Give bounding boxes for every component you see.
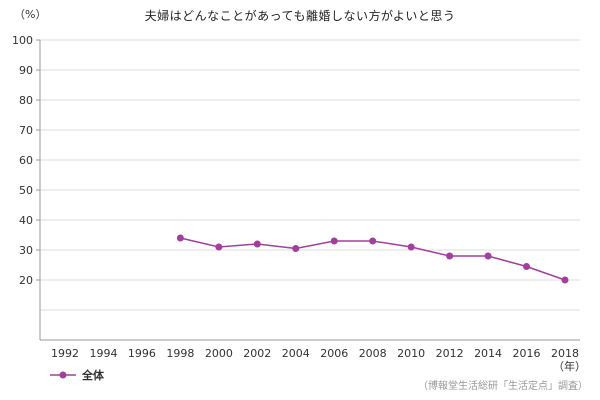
y-tick-label: 30 <box>19 244 33 257</box>
x-tick-label: 2012 <box>436 347 464 360</box>
source-caption: （博報堂生活総研「生活定点」調査） <box>418 381 588 392</box>
legend-series-marker <box>50 371 76 379</box>
x-tick-label: 1998 <box>166 347 194 360</box>
data-point <box>215 243 223 251</box>
x-tick-label: 2008 <box>359 347 387 360</box>
data-point <box>292 245 300 252</box>
data-point <box>369 237 377 245</box>
data-point <box>253 240 261 248</box>
line-chart: 100 90 80 70 60 50 40 30 20 1992 1994 1996 1998 2000 2… <box>12 34 580 360</box>
y-tick-label: 80 <box>19 94 33 107</box>
data-point <box>176 234 184 242</box>
y-tick-label: 50 <box>19 184 33 197</box>
x-tick-label: 2002 <box>243 347 271 360</box>
x-tick-label: 2016 <box>513 347 541 360</box>
data-point <box>407 243 415 251</box>
x-tick-label: 2004 <box>282 347 310 360</box>
y-tick-label: 90 <box>19 64 33 77</box>
y-tick-label: 40 <box>19 214 33 227</box>
y-axis-unit-label: （%） <box>14 8 47 21</box>
x-tick-label: 2018 <box>551 347 579 360</box>
x-tick-label: 1994 <box>89 347 117 360</box>
data-point <box>523 263 531 270</box>
x-axis-unit-label: （年） <box>553 360 586 373</box>
chart-title: 夫婦はどんなことがあっても離婚しない方がよいと思う <box>144 9 456 23</box>
y-tick-label: 100 <box>12 34 33 47</box>
x-tick-label: 2014 <box>474 347 502 360</box>
x-tick-label: 2010 <box>397 347 425 360</box>
data-point <box>561 276 569 284</box>
x-tick-label: 1992 <box>51 347 79 360</box>
data-point <box>446 252 454 260</box>
data-point <box>330 237 338 245</box>
data-point <box>484 252 492 260</box>
legend-series-label: 全体 <box>82 369 104 382</box>
x-tick-label: 2006 <box>320 347 348 360</box>
y-tick-label: 70 <box>19 124 33 137</box>
x-tick-label: 1996 <box>128 347 156 360</box>
x-tick-label: 2000 <box>205 347 233 360</box>
chart-legend: 全体 <box>50 367 104 383</box>
y-tick-label: 60 <box>19 154 33 167</box>
y-tick-label: 20 <box>19 274 33 287</box>
